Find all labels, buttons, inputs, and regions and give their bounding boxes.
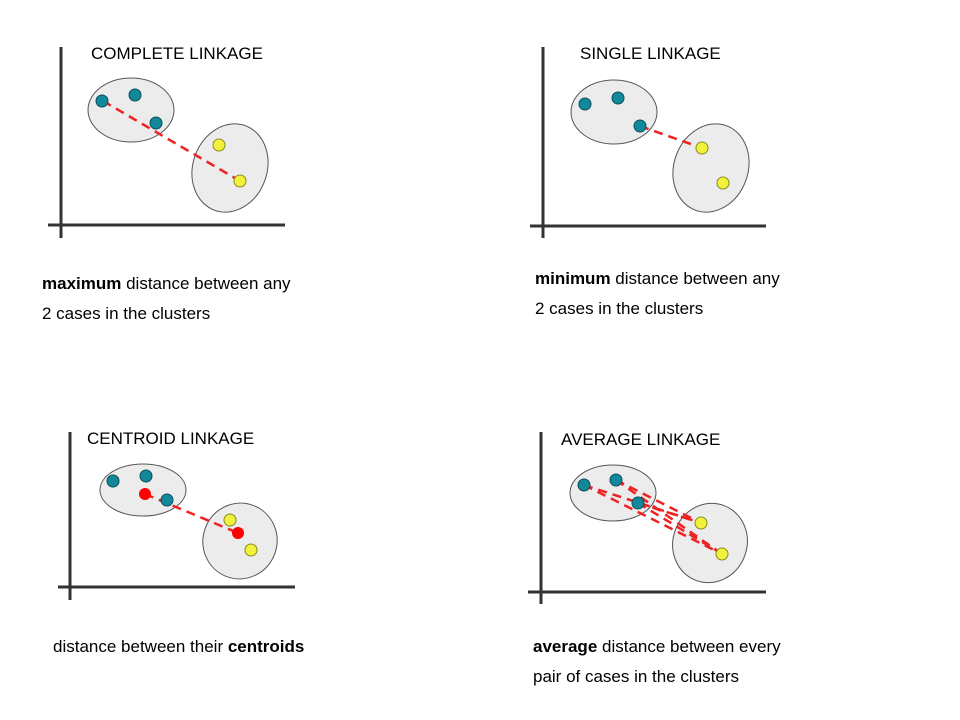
point-a bbox=[149, 116, 163, 130]
point-b bbox=[212, 138, 226, 152]
desc-text: 2 cases in the clusters bbox=[42, 304, 211, 323]
cluster-a-ellipse bbox=[570, 79, 658, 145]
panel-centroid-plot bbox=[58, 432, 295, 600]
desc-text: distance between their bbox=[53, 637, 228, 656]
desc-text: distance between any bbox=[610, 269, 780, 288]
link-line bbox=[615, 478, 702, 525]
point-a bbox=[139, 469, 153, 483]
link-line bbox=[102, 99, 241, 183]
panel-complete-plot bbox=[48, 47, 285, 238]
desc-text: distance between any bbox=[121, 274, 291, 293]
point-a bbox=[633, 119, 647, 133]
link-line bbox=[637, 501, 723, 556]
point-a bbox=[106, 474, 120, 488]
desc-emphasis: average bbox=[533, 637, 598, 656]
link-line bbox=[637, 501, 702, 525]
link-line bbox=[144, 492, 239, 535]
desc-emphasis: maximum bbox=[42, 274, 122, 293]
point-b bbox=[694, 516, 708, 530]
panel-desc-average: average distance between every pair of c… bbox=[533, 632, 781, 692]
panel-single-plot bbox=[530, 47, 766, 238]
panel-title-average: AVERAGE LINKAGE bbox=[561, 430, 721, 449]
point-a bbox=[631, 496, 645, 510]
desc-emphasis: minimum bbox=[535, 269, 611, 288]
point-b bbox=[715, 547, 729, 561]
point-a bbox=[128, 88, 142, 102]
cluster-b-ellipse bbox=[672, 123, 750, 213]
point-a bbox=[577, 478, 591, 492]
point-b bbox=[716, 176, 730, 190]
cluster-b-ellipse bbox=[191, 123, 269, 213]
cluster-b-ellipse bbox=[672, 502, 748, 584]
panel-title-single: SINGLE LINKAGE bbox=[580, 44, 721, 63]
panel-desc-complete: maximum distance between any 2 cases in … bbox=[42, 269, 291, 329]
panel-desc-single: minimum distance between any 2 cases in … bbox=[535, 264, 780, 324]
point-b bbox=[233, 174, 247, 188]
panel-desc-centroid: distance between their centroids bbox=[53, 632, 304, 662]
cluster-b-ellipse bbox=[202, 502, 278, 580]
desc-text: 2 cases in the clusters bbox=[535, 299, 704, 318]
cluster-a-ellipse bbox=[87, 77, 175, 143]
point-b bbox=[223, 513, 237, 527]
point-a bbox=[95, 94, 109, 108]
panel-average-plot bbox=[528, 432, 766, 604]
point-b bbox=[244, 543, 258, 557]
desc-text: distance between every bbox=[597, 637, 781, 656]
link-line bbox=[615, 478, 723, 556]
point-a bbox=[611, 91, 625, 105]
panel-title-complete: COMPLETE LINKAGE bbox=[91, 44, 263, 63]
desc-emphasis: centroids bbox=[227, 637, 305, 656]
point-a bbox=[609, 473, 623, 487]
panel-title-centroid: CENTROID LINKAGE bbox=[87, 429, 255, 448]
point-a bbox=[160, 493, 174, 507]
point-a bbox=[578, 97, 592, 111]
link-line bbox=[583, 483, 723, 556]
centroid-b bbox=[232, 527, 244, 539]
desc-text: pair of cases in the clusters bbox=[533, 667, 739, 686]
point-b bbox=[695, 141, 709, 155]
link-line bbox=[639, 124, 703, 150]
centroid-a bbox=[139, 488, 151, 500]
